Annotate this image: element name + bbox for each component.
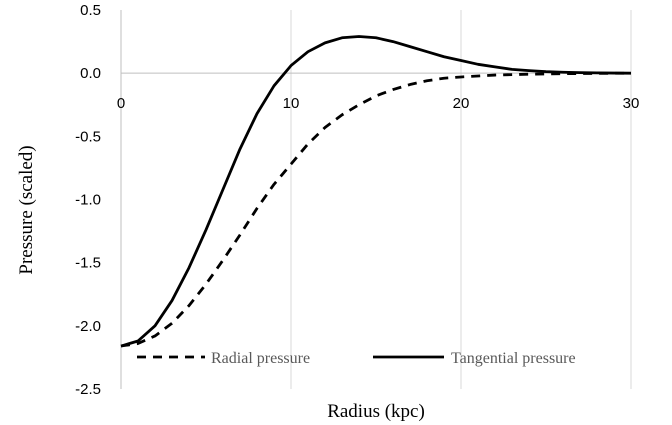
radial-pressure-line (120, 71, 632, 348)
y-axis-label: Pressure (scaled) (16, 145, 37, 274)
x-tick-label: 30 (623, 95, 640, 112)
x-tick-labels: 0 10 20 30 (117, 95, 640, 112)
x-tick-label: 0 (117, 95, 125, 112)
y-tick-labels: 0.5 0.0 -0.5 -1.0 -1.5 -2.0 -2.5 (75, 2, 101, 398)
legend-label-tangential: Tangential pressure (451, 350, 576, 367)
y-tick-label: 0.5 (80, 2, 101, 19)
y-tick-label: -1.5 (75, 255, 101, 272)
legend-label-radial: Radial pressure (211, 350, 310, 367)
y-tick-label: -1.0 (75, 192, 101, 209)
x-axis-label: Radius (kpc) (327, 401, 425, 422)
y-tick-label: 0.0 (80, 65, 101, 82)
series-layer (120, 35, 632, 348)
y-tick-label: -2.0 (75, 318, 101, 335)
tangential-pressure-line (120, 35, 632, 348)
x-tick-label: 10 (283, 95, 300, 112)
y-tick-label: -2.5 (75, 381, 101, 398)
x-tick-label: 20 (453, 95, 470, 112)
y-tick-label: -0.5 (75, 128, 101, 145)
legend: Radial pressure Tangential pressure (137, 350, 576, 367)
axes (120, 10, 631, 389)
